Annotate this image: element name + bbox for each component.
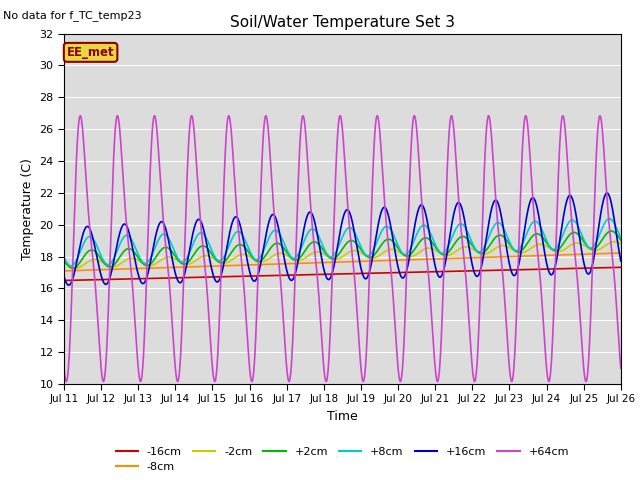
+2cm (483, 247, 491, 252)
+2cm (594, 243, 602, 249)
+2cm (467, 241, 475, 247)
-2cm (250, 256, 257, 262)
+8cm (250, 254, 257, 260)
Line: -2cm: -2cm (64, 241, 621, 268)
X-axis label: Time: Time (327, 410, 358, 423)
-16cm (587, 265, 595, 271)
+64cm (587, 314, 595, 320)
-8cm (617, 250, 625, 256)
+64cm (467, 349, 475, 355)
-16cm (324, 271, 332, 277)
-16cm (467, 268, 475, 274)
+8cm (324, 252, 332, 258)
+64cm (250, 373, 257, 379)
+64cm (188, 113, 195, 119)
-2cm (587, 246, 595, 252)
-2cm (324, 253, 332, 259)
Text: No data for f_TC_temp23: No data for f_TC_temp23 (3, 11, 142, 22)
-2cm (617, 241, 625, 247)
+16cm (483, 233, 491, 239)
+16cm (467, 256, 475, 262)
Line: +8cm: +8cm (64, 219, 621, 266)
-16cm (617, 264, 625, 270)
+16cm (617, 258, 625, 264)
Line: +2cm: +2cm (64, 231, 621, 268)
+64cm (594, 131, 602, 136)
+16cm (60, 274, 68, 279)
-2cm (594, 247, 602, 253)
Line: -16cm: -16cm (64, 267, 621, 280)
-8cm (467, 255, 475, 261)
+8cm (60, 254, 68, 260)
+64cm (324, 372, 332, 378)
-8cm (483, 254, 490, 260)
Line: +64cm: +64cm (64, 116, 621, 382)
+2cm (60, 257, 68, 263)
Line: -8cm: -8cm (64, 253, 621, 271)
+64cm (471, 379, 479, 384)
+16cm (65, 282, 72, 288)
+16cm (250, 278, 257, 284)
+2cm (69, 265, 77, 271)
+16cm (603, 190, 611, 196)
Text: EE_met: EE_met (67, 46, 115, 59)
-2cm (60, 260, 68, 266)
+16cm (324, 276, 332, 282)
-2cm (467, 245, 475, 251)
+2cm (324, 253, 332, 259)
+8cm (483, 239, 491, 245)
Y-axis label: Temperature (C): Temperature (C) (20, 158, 34, 260)
-8cm (250, 262, 257, 268)
+2cm (587, 246, 595, 252)
+8cm (587, 245, 595, 251)
-8cm (324, 260, 332, 265)
+8cm (594, 237, 602, 242)
+8cm (617, 235, 625, 241)
-2cm (611, 239, 618, 244)
-16cm (593, 265, 601, 271)
+64cm (60, 365, 68, 371)
+8cm (467, 237, 475, 243)
+16cm (587, 268, 595, 274)
-16cm (250, 273, 257, 279)
+2cm (617, 237, 625, 243)
-2cm (72, 265, 79, 271)
-8cm (593, 251, 601, 257)
+64cm (617, 365, 625, 371)
+2cm (607, 228, 615, 234)
+2cm (250, 255, 257, 261)
Legend: -16cm, -8cm, -2cm, +2cm, +8cm, +16cm, +64cm: -16cm, -8cm, -2cm, +2cm, +8cm, +16cm, +6… (111, 442, 573, 477)
-2cm (483, 251, 491, 256)
+16cm (594, 232, 602, 238)
-8cm (587, 251, 595, 257)
Title: Soil/Water Temperature Set 3: Soil/Water Temperature Set 3 (230, 15, 455, 30)
-16cm (483, 268, 490, 274)
+8cm (67, 263, 75, 269)
-16cm (60, 277, 68, 283)
+64cm (483, 122, 491, 128)
+8cm (605, 216, 613, 222)
-8cm (60, 268, 68, 274)
Line: +16cm: +16cm (64, 193, 621, 285)
